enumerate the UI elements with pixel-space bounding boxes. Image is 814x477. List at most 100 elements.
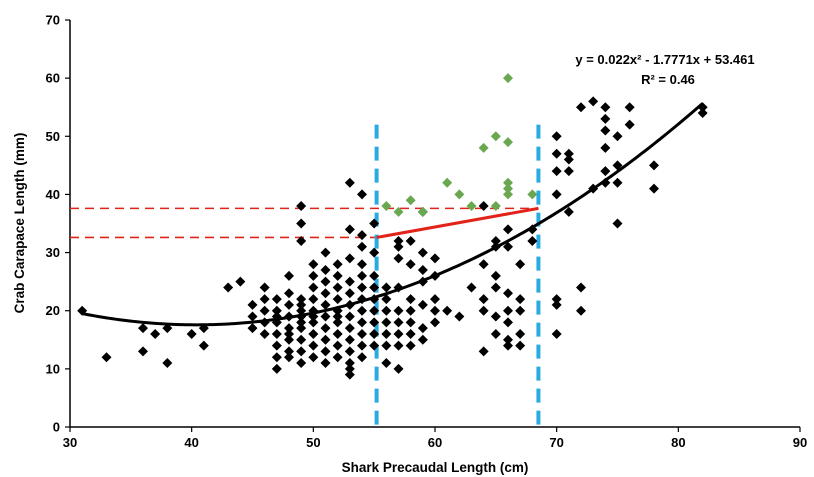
data-point: [649, 183, 659, 194]
data-point: [393, 305, 404, 316]
data-point: [600, 125, 611, 136]
data-point: [344, 288, 355, 299]
data-point: [563, 206, 574, 217]
data-point: [478, 259, 489, 270]
data-point: [320, 247, 331, 258]
data-point: [490, 328, 501, 339]
data-point: [490, 131, 501, 142]
data-point: [357, 317, 367, 328]
data-point: [405, 328, 416, 339]
data-point: [259, 294, 270, 305]
data-point: [405, 294, 416, 305]
data-point: [612, 160, 623, 171]
data-point: [515, 305, 526, 316]
data-point: [369, 218, 380, 229]
data-point: [296, 305, 307, 316]
data-point: [296, 218, 307, 229]
data-point: [417, 247, 428, 258]
data-points: [77, 73, 708, 380]
data-point: [344, 311, 355, 322]
data-point: [284, 352, 294, 363]
data-point: [332, 270, 343, 281]
data-point: [478, 142, 489, 153]
reference-lines: [70, 124, 541, 427]
data-point: [503, 137, 513, 148]
data-point: [393, 253, 404, 264]
data-point: [381, 294, 392, 305]
data-point: [357, 230, 367, 241]
data-point: [284, 334, 294, 345]
data-point: [284, 270, 294, 281]
data-point: [490, 282, 501, 293]
y-axis-ticks: 0 10 20 30 40 50 60 70: [46, 13, 70, 435]
data-point: [150, 328, 161, 339]
data-point: [527, 235, 538, 246]
data-point: [369, 282, 380, 293]
data-point: [588, 96, 599, 107]
data-point: [405, 195, 416, 206]
data-point: [296, 299, 307, 310]
data-point: [332, 317, 343, 328]
data-point: [271, 363, 282, 374]
x-tick-label: 90: [793, 435, 807, 450]
data-point: [551, 166, 562, 177]
data-point: [357, 352, 367, 363]
data-point: [454, 311, 465, 322]
data-point: [490, 235, 501, 246]
fit-curve-layer: [81, 102, 704, 327]
data-point: [527, 189, 538, 200]
data-point: [296, 294, 307, 305]
data-point: [503, 340, 513, 351]
polynomial-fit-curve: [81, 102, 704, 327]
data-point: [308, 270, 319, 281]
y-tick-label: 50: [46, 129, 60, 144]
data-point: [576, 102, 586, 113]
data-point: [344, 358, 355, 369]
data-point: [442, 305, 453, 316]
data-point: [332, 328, 343, 339]
data-point: [308, 340, 319, 351]
data-point: [430, 305, 440, 316]
data-point: [393, 363, 404, 374]
data-point: [393, 340, 404, 351]
data-point: [235, 276, 246, 287]
y-tick-label: 60: [46, 71, 60, 86]
data-point: [381, 201, 392, 212]
data-point: [332, 282, 343, 293]
data-point: [344, 369, 355, 380]
data-point: [381, 317, 392, 328]
data-point: [612, 177, 623, 188]
data-point: [612, 218, 623, 229]
data-point: [503, 305, 513, 316]
data-point: [369, 270, 380, 281]
data-point: [369, 247, 380, 258]
data-point: [405, 235, 416, 246]
data-point: [563, 148, 574, 159]
data-point: [357, 259, 367, 270]
data-point: [320, 311, 331, 322]
data-point: [551, 328, 562, 339]
data-point: [344, 276, 355, 287]
data-point: [490, 311, 501, 322]
x-tick-label: 40: [184, 435, 198, 450]
data-point: [198, 340, 209, 351]
data-point: [357, 340, 367, 351]
y-tick-label: 20: [46, 303, 60, 318]
data-point: [320, 299, 331, 310]
data-point: [308, 282, 319, 293]
data-point: [454, 189, 465, 200]
data-point: [515, 340, 526, 351]
data-point: [551, 148, 562, 159]
data-point: [296, 323, 307, 334]
data-point: [259, 328, 270, 339]
y-tick-label: 70: [46, 13, 60, 28]
y-tick-label: 40: [46, 187, 60, 202]
data-point: [503, 224, 513, 235]
data-point: [308, 328, 319, 339]
data-point: [284, 299, 294, 310]
data-point: [284, 346, 294, 357]
data-point: [296, 235, 307, 246]
data-point: [503, 189, 513, 200]
data-point: [600, 166, 611, 177]
data-point: [320, 334, 331, 345]
